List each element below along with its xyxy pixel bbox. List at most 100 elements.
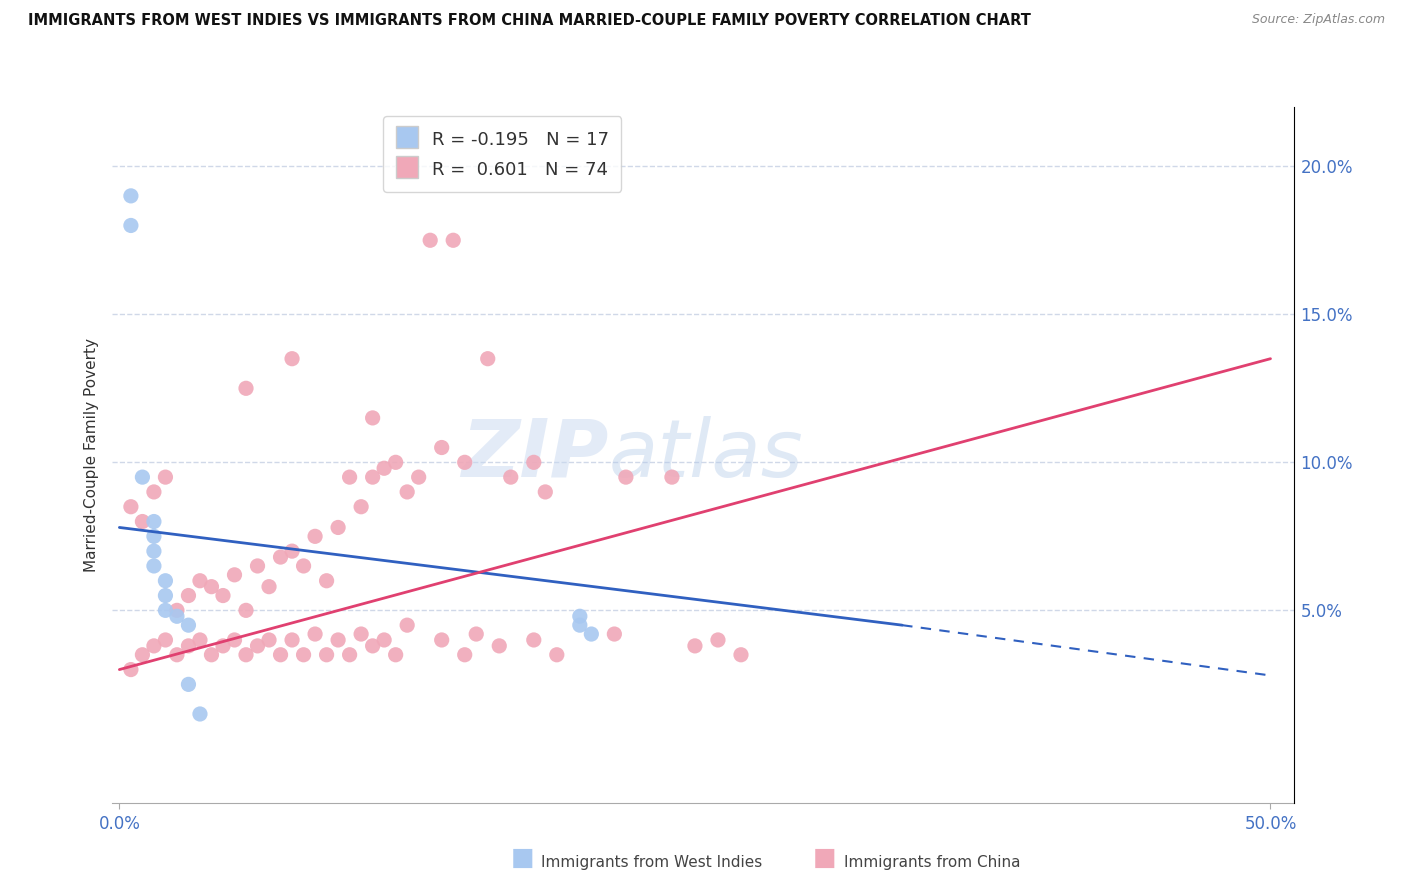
Point: [166, 603, 188, 617]
Point: [224, 632, 246, 647]
Text: ZIP: ZIP: [461, 416, 609, 494]
Point: [361, 470, 384, 484]
Point: [200, 580, 222, 594]
Point: [224, 567, 246, 582]
Point: [661, 470, 683, 484]
Point: [523, 632, 546, 647]
Point: [326, 632, 349, 647]
Point: [142, 544, 165, 558]
Point: [257, 580, 280, 594]
Point: [339, 470, 361, 484]
Point: [212, 589, 235, 603]
Point: [361, 411, 384, 425]
Point: [454, 648, 477, 662]
Point: [177, 639, 200, 653]
Point: [120, 189, 142, 203]
Point: [430, 441, 453, 455]
Point: [707, 632, 730, 647]
Point: [235, 603, 257, 617]
Point: [120, 500, 142, 514]
Point: [581, 627, 603, 641]
Point: [419, 233, 441, 247]
Point: [200, 648, 222, 662]
Point: [546, 648, 568, 662]
Point: [235, 648, 257, 662]
Point: [120, 663, 142, 677]
Point: [488, 639, 510, 653]
Point: [142, 558, 165, 573]
Point: [568, 618, 591, 632]
Point: [603, 627, 626, 641]
Text: Immigrants from West Indies: Immigrants from West Indies: [541, 855, 762, 870]
Point: [384, 455, 406, 469]
Point: [120, 219, 142, 233]
Point: [614, 470, 637, 484]
Point: [373, 461, 395, 475]
Y-axis label: Married-Couple Family Poverty: Married-Couple Family Poverty: [83, 338, 98, 572]
Text: Immigrants from China: Immigrants from China: [844, 855, 1021, 870]
Point: [304, 627, 326, 641]
Point: [304, 529, 326, 543]
Point: [142, 515, 165, 529]
Point: [373, 632, 395, 647]
Point: [131, 648, 153, 662]
Point: [465, 627, 488, 641]
Point: [246, 639, 269, 653]
Point: [384, 648, 406, 662]
Text: ■: ■: [510, 846, 534, 870]
Point: [361, 639, 384, 653]
Point: [188, 574, 211, 588]
Point: [155, 589, 177, 603]
Point: [683, 639, 706, 653]
Point: [177, 589, 200, 603]
Point: [142, 484, 165, 499]
Point: [142, 529, 165, 543]
Point: [155, 603, 177, 617]
Point: [350, 627, 373, 641]
Point: [177, 677, 200, 691]
Point: [534, 484, 557, 499]
Point: [131, 470, 153, 484]
Point: [339, 648, 361, 662]
Point: [212, 639, 235, 653]
Point: [730, 648, 752, 662]
Point: [477, 351, 499, 366]
Text: Source: ZipAtlas.com: Source: ZipAtlas.com: [1251, 13, 1385, 27]
Point: [350, 500, 373, 514]
Point: [155, 470, 177, 484]
Point: [131, 515, 153, 529]
Point: [281, 632, 304, 647]
Point: [292, 558, 315, 573]
Point: [281, 544, 304, 558]
Point: [155, 574, 177, 588]
Point: [155, 632, 177, 647]
Point: [523, 455, 546, 469]
Point: [430, 632, 453, 647]
Point: [315, 648, 337, 662]
Point: [177, 618, 200, 632]
Point: [499, 470, 522, 484]
Point: [292, 648, 315, 662]
Point: [188, 632, 211, 647]
Point: [408, 470, 430, 484]
Point: [246, 558, 269, 573]
Point: [315, 574, 337, 588]
Text: ■: ■: [813, 846, 837, 870]
Point: [188, 706, 211, 721]
Point: [270, 550, 292, 565]
Point: [166, 648, 188, 662]
Text: IMMIGRANTS FROM WEST INDIES VS IMMIGRANTS FROM CHINA MARRIED-COUPLE FAMILY POVER: IMMIGRANTS FROM WEST INDIES VS IMMIGRANT…: [28, 13, 1031, 29]
Point: [396, 484, 419, 499]
Point: [454, 455, 477, 469]
Point: [142, 639, 165, 653]
Point: [396, 618, 419, 632]
Point: [270, 648, 292, 662]
Point: [257, 632, 280, 647]
Point: [235, 381, 257, 395]
Point: [326, 520, 349, 534]
Point: [166, 609, 188, 624]
Legend: R = -0.195   N = 17, R =  0.601   N = 74: R = -0.195 N = 17, R = 0.601 N = 74: [382, 116, 621, 192]
Point: [568, 609, 591, 624]
Point: [441, 233, 464, 247]
Text: atlas: atlas: [609, 416, 803, 494]
